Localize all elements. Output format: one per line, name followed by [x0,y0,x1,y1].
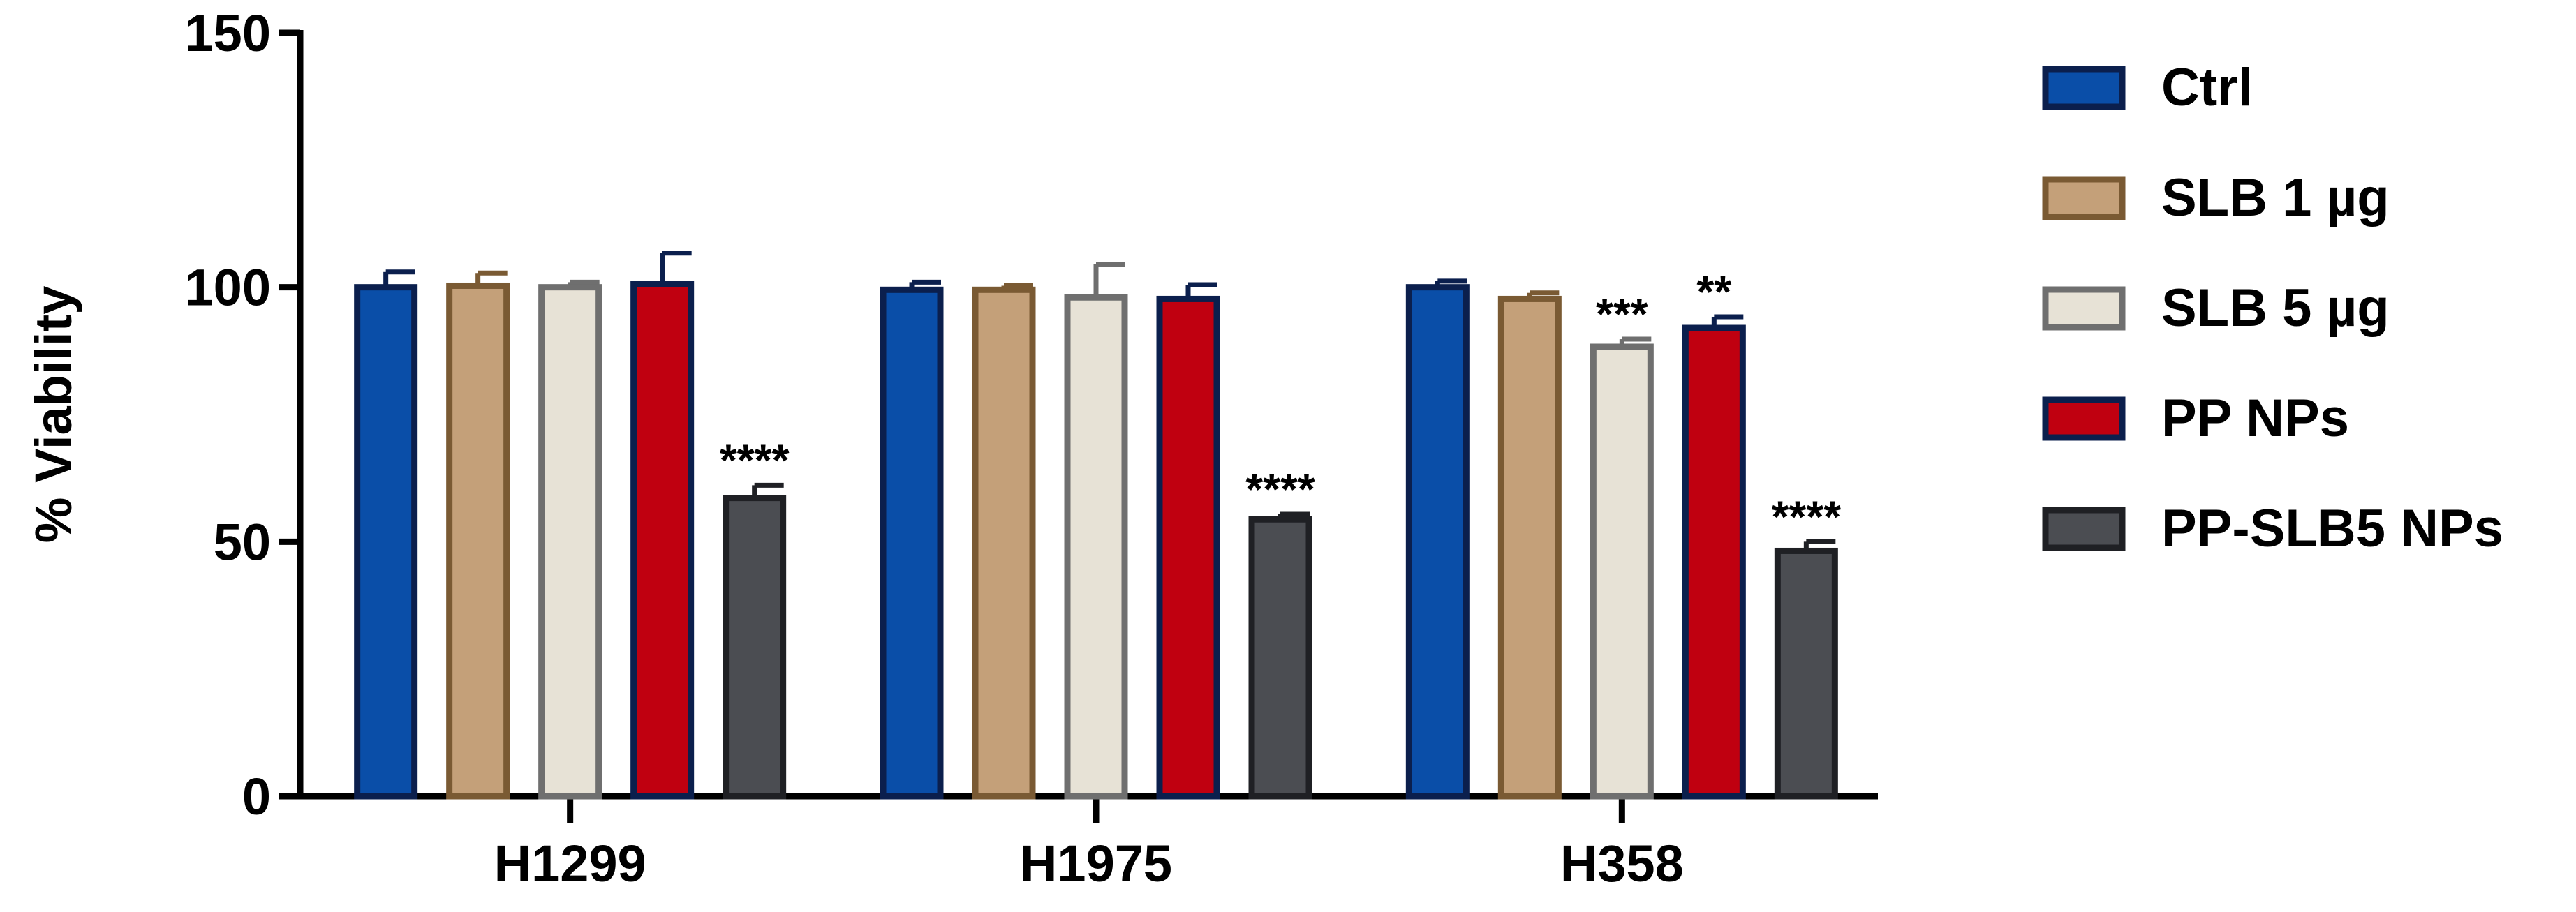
y-axis-label: % Viability [24,286,82,544]
legend-label: PP NPs [2161,389,2349,448]
bar [1064,294,1128,800]
y-tick-label: 100 [185,259,271,317]
bar [1248,516,1312,800]
y-tick-label: 50 [214,513,271,571]
axes: 0 50 100 150 % Viability H1299 H1975 H358 [24,4,1878,892]
bar [1156,295,1220,800]
y-tick-label: 0 [242,768,271,825]
legend-label: SLB 1 µg [2161,168,2390,227]
bar [1682,324,1746,800]
significance-label: **** [720,435,790,485]
y-tick-label: 150 [185,4,271,62]
bar [880,286,944,800]
significance-label: **** [1245,464,1315,514]
legend-swatch [2042,66,2126,110]
bar [354,284,418,800]
bar [446,282,510,800]
significance-label: **** [1772,491,1842,541]
legend-label: Ctrl [2161,58,2253,117]
legend-swatch [2042,176,2126,220]
legend-label: PP-SLB5 NPs [2161,499,2503,558]
bar [630,281,695,800]
bar [1590,343,1654,800]
x-tick-label: H1975 [1020,835,1172,892]
x-tick-label: H1299 [494,835,646,892]
legend: Ctrl SLB 1 µg SLB 5 µg PP NPs PP-SLB5 NPs [2042,58,2503,558]
x-tick-label: H358 [1560,835,1684,892]
legend-swatch [2042,507,2126,551]
bars: *********** ****** [354,251,1842,800]
significance-label: *** [1596,289,1648,339]
significance-label: ** [1696,267,1731,317]
bar [538,284,602,800]
bar [972,286,1036,800]
bar [1497,295,1562,800]
bar [1405,284,1470,800]
bar [1774,547,1838,800]
legend-swatch [2042,396,2126,441]
legend-label: SLB 5 µg [2161,278,2390,338]
legend-swatch [2042,286,2126,331]
bar [723,495,787,800]
